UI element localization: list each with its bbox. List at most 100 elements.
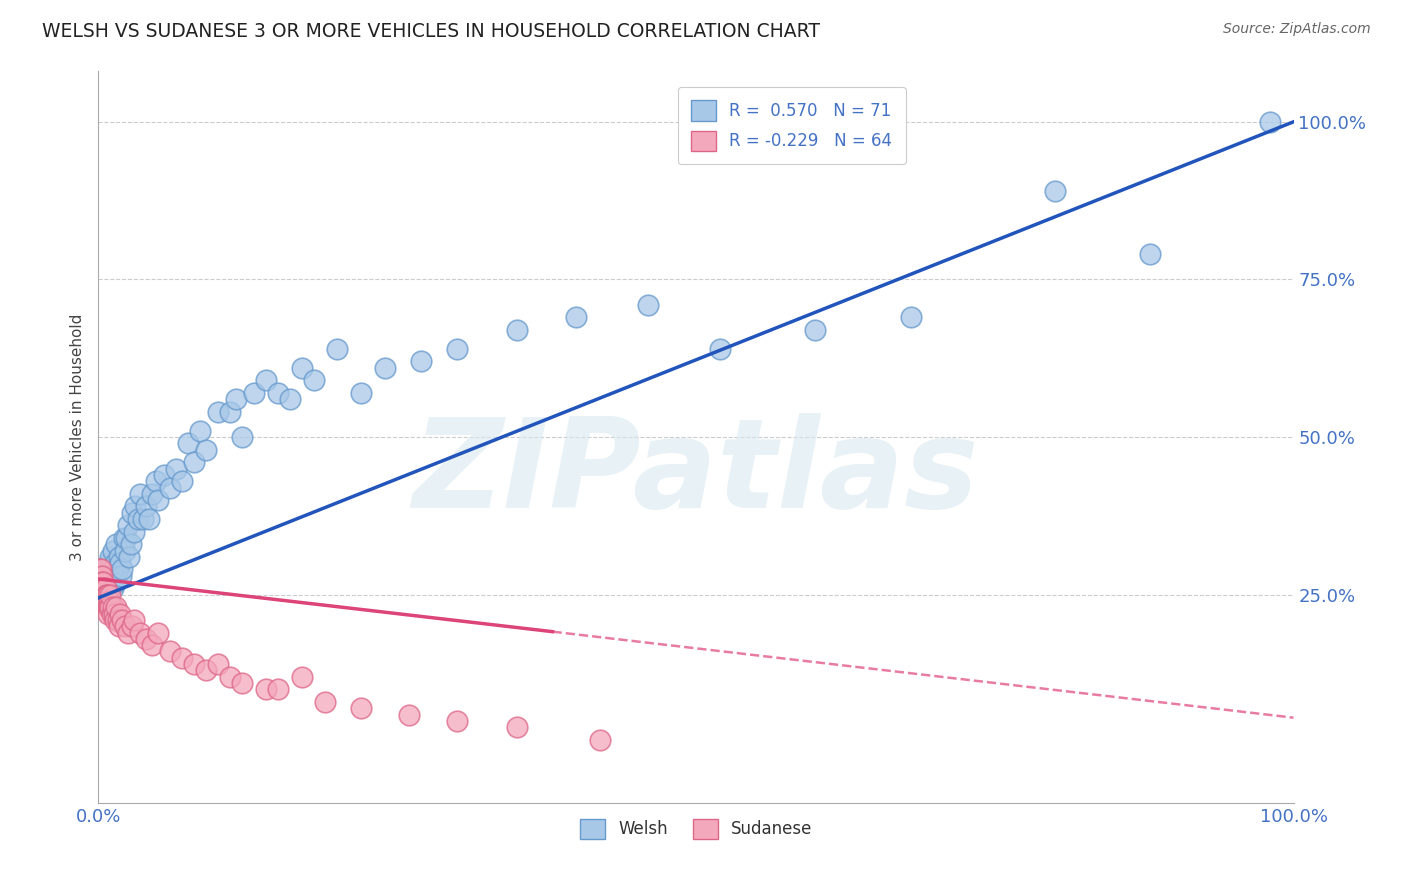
Point bbox=[153, 467, 176, 482]
Point bbox=[90, 569, 112, 583]
Legend: Welsh, Sudanese: Welsh, Sudanese bbox=[574, 812, 818, 846]
Point bbox=[135, 500, 157, 514]
Point bbox=[120, 537, 142, 551]
Point bbox=[302, 373, 325, 387]
Point bbox=[90, 575, 112, 590]
Point bbox=[110, 569, 132, 583]
Point bbox=[446, 714, 468, 728]
Point bbox=[565, 310, 588, 325]
Point bbox=[89, 562, 111, 576]
Point bbox=[148, 625, 170, 640]
Point bbox=[111, 613, 134, 627]
Point bbox=[709, 342, 731, 356]
Point bbox=[804, 323, 827, 337]
Point bbox=[267, 682, 290, 697]
Point bbox=[1043, 184, 1066, 198]
Point bbox=[254, 682, 277, 697]
Point bbox=[97, 607, 120, 621]
Point bbox=[96, 594, 118, 608]
Point bbox=[159, 644, 181, 658]
Point bbox=[267, 386, 290, 401]
Point bbox=[1139, 247, 1161, 261]
Point bbox=[506, 720, 529, 734]
Point bbox=[103, 562, 125, 576]
Point bbox=[159, 481, 181, 495]
Point bbox=[243, 386, 266, 401]
Point bbox=[637, 298, 659, 312]
Point bbox=[114, 543, 136, 558]
Point bbox=[89, 575, 111, 590]
Point bbox=[254, 373, 277, 387]
Point bbox=[411, 354, 433, 368]
Point bbox=[97, 600, 120, 615]
Point bbox=[107, 562, 129, 576]
Point bbox=[195, 442, 218, 457]
Point bbox=[225, 392, 247, 407]
Point bbox=[98, 556, 121, 570]
Point bbox=[446, 342, 468, 356]
Point bbox=[350, 386, 373, 401]
Point bbox=[98, 594, 121, 608]
Point bbox=[105, 575, 128, 590]
Point bbox=[91, 588, 114, 602]
Point bbox=[115, 531, 138, 545]
Point bbox=[93, 582, 115, 596]
Point bbox=[148, 493, 170, 508]
Point bbox=[127, 512, 149, 526]
Point bbox=[145, 474, 167, 488]
Point bbox=[278, 392, 301, 407]
Point bbox=[100, 569, 122, 583]
Point bbox=[98, 582, 121, 596]
Text: Source: ZipAtlas.com: Source: ZipAtlas.com bbox=[1223, 22, 1371, 37]
Point bbox=[104, 556, 127, 570]
Point bbox=[398, 707, 420, 722]
Point bbox=[108, 556, 131, 570]
Point bbox=[231, 430, 253, 444]
Point bbox=[195, 664, 218, 678]
Point bbox=[141, 487, 163, 501]
Point bbox=[141, 638, 163, 652]
Point bbox=[172, 474, 194, 488]
Point bbox=[129, 487, 152, 501]
Point bbox=[114, 619, 136, 633]
Point bbox=[98, 600, 121, 615]
Point bbox=[315, 695, 337, 709]
Point bbox=[124, 524, 146, 539]
Point bbox=[172, 650, 194, 665]
Point bbox=[105, 537, 128, 551]
Point bbox=[91, 569, 114, 583]
Point bbox=[94, 582, 117, 596]
Point bbox=[117, 625, 139, 640]
Point bbox=[101, 543, 124, 558]
Point bbox=[90, 575, 112, 590]
Y-axis label: 3 or more Vehicles in Household: 3 or more Vehicles in Household bbox=[69, 313, 84, 561]
Point bbox=[93, 588, 115, 602]
Point bbox=[96, 600, 118, 615]
Point bbox=[219, 405, 242, 419]
Point bbox=[118, 549, 141, 564]
Point bbox=[291, 360, 314, 375]
Point bbox=[91, 588, 114, 602]
Point bbox=[131, 512, 153, 526]
Point bbox=[97, 588, 120, 602]
Point bbox=[350, 701, 373, 715]
Point bbox=[91, 582, 114, 596]
Point bbox=[101, 600, 124, 615]
Point bbox=[177, 436, 200, 450]
Point bbox=[91, 582, 114, 596]
Point bbox=[101, 582, 124, 596]
Point bbox=[188, 424, 211, 438]
Point bbox=[129, 625, 152, 640]
Point bbox=[89, 582, 111, 596]
Point bbox=[94, 594, 117, 608]
Point bbox=[96, 588, 118, 602]
Text: ZIPatlas: ZIPatlas bbox=[413, 413, 979, 534]
Point bbox=[374, 360, 396, 375]
Point bbox=[117, 518, 139, 533]
Point bbox=[98, 575, 122, 590]
Point bbox=[207, 657, 229, 671]
Point bbox=[112, 531, 135, 545]
Point bbox=[91, 582, 114, 596]
Point bbox=[124, 500, 146, 514]
Point bbox=[121, 619, 143, 633]
